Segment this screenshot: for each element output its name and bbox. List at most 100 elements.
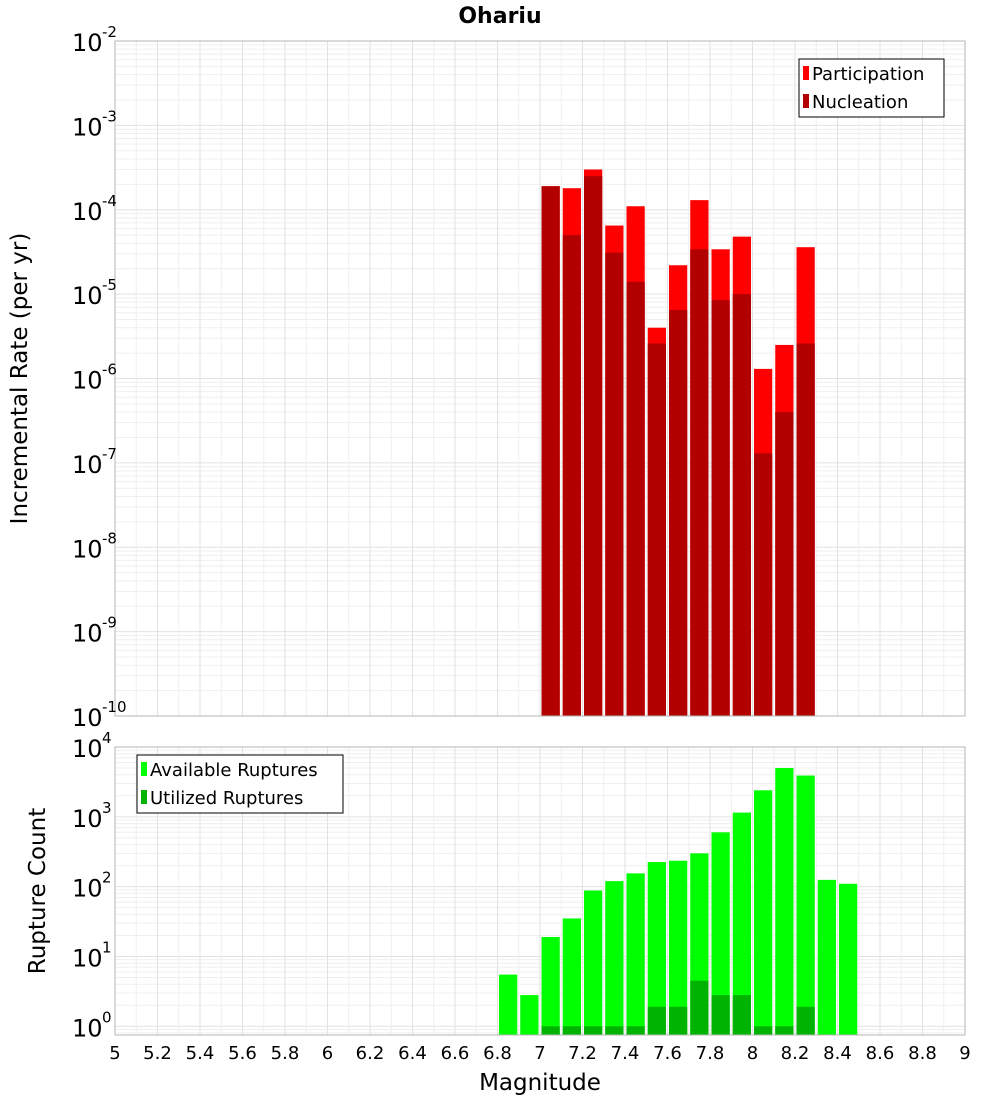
bar-utilized-ruptures: [541, 1026, 560, 1035]
legend-label: Nucleation: [812, 92, 908, 113]
bar-utilized-ruptures: [711, 995, 730, 1035]
legend: Available Ruptures Utilized Ruptures: [136, 754, 344, 814]
legend-swatch: [141, 762, 147, 776]
bar-nucleation: [605, 252, 624, 716]
y-tick-label: 10 -7: [72, 445, 117, 479]
bar-nucleation: [732, 294, 751, 716]
x-tick-label: 8.4: [823, 1043, 852, 1064]
bar-utilized-ruptures: [669, 1006, 688, 1035]
y-tick-label: 10 -10: [72, 698, 127, 732]
bar-nucleation: [796, 343, 815, 716]
bar-available-ruptures: [605, 881, 624, 1035]
y-tick-exponent: -4: [102, 192, 117, 210]
y-tick-exponent: -5: [102, 276, 117, 294]
bar-nucleation: [754, 453, 773, 716]
y-tick-base: 10: [72, 620, 103, 648]
bar-nucleation: [711, 300, 730, 716]
bar-utilized-ruptures: [626, 1026, 645, 1035]
bar-available-ruptures: [562, 918, 581, 1035]
y-tick-exponent: -6: [102, 361, 117, 379]
legend-box: [136, 754, 344, 814]
y-tick-exponent: -3: [102, 107, 117, 125]
bar-utilized-ruptures: [647, 1006, 666, 1035]
y-tick-base: 10: [72, 198, 103, 226]
y-tick-label: 10 -2: [72, 23, 117, 57]
bar-utilized-ruptures: [732, 995, 751, 1035]
legend-swatch: [803, 94, 809, 108]
legend-swatch: [141, 790, 147, 804]
x-tick-label: 7.2: [568, 1043, 597, 1064]
y-tick-label: 10 -6: [72, 361, 117, 395]
bar-available-ruptures: [647, 862, 666, 1035]
y-tick-label: 10 0: [72, 1008, 112, 1042]
bar-utilized-ruptures: [562, 1026, 581, 1035]
bar-available-ruptures: [584, 890, 603, 1035]
bar-utilized-ruptures: [775, 1026, 794, 1035]
bar-nucleation: [584, 176, 603, 716]
bar-available-ruptures: [499, 974, 518, 1035]
y-tick-exponent: 3: [102, 799, 112, 817]
bar-utilized-ruptures: [605, 1026, 624, 1035]
x-tick-label: 6.4: [398, 1043, 427, 1064]
legend-label: Utilized Ruptures: [150, 788, 303, 809]
y-tick-label: 10 -4: [72, 192, 117, 226]
x-tick-labels: 5 5.2 5.4 5.6 5.8 6 6.2 6.4 6.6 6.8 7 7.2 7.4 7.6 7.8 8…: [109, 1043, 970, 1064]
plot-border: [114, 40, 966, 717]
y-tick-label: 10 -9: [72, 614, 117, 648]
y-axis-label: Rupture Count: [25, 808, 51, 974]
y-tick-base: 10: [72, 1014, 103, 1042]
y-tick-label: 10 2: [72, 869, 112, 903]
x-tick-label: 8.6: [866, 1043, 895, 1064]
y-tick-exponent: 4: [102, 729, 112, 747]
y-tick-base: 10: [72, 735, 103, 763]
bar-nucleation: [626, 281, 645, 716]
x-tick-label: 8.2: [781, 1043, 810, 1064]
bar-nucleation: [775, 412, 794, 716]
x-tick-label: 6.6: [441, 1043, 470, 1064]
y-tick-label: 10 1: [72, 938, 112, 972]
bar-utilized-ruptures: [754, 1026, 773, 1035]
y-tick-base: 10: [72, 704, 103, 732]
bars: [499, 768, 858, 1035]
y-tick-exponent: -10: [102, 698, 127, 716]
x-tick-label: 6.8: [483, 1043, 512, 1064]
y-tick-base: 10: [72, 113, 103, 141]
x-tick-label: 9: [959, 1043, 970, 1064]
x-tick-label: 8: [747, 1043, 758, 1064]
bar-available-ruptures: [669, 860, 688, 1035]
bar-available-ruptures: [796, 775, 815, 1035]
x-axis-label: Magnitude: [479, 1070, 601, 1096]
x-tick-label: 5.2: [143, 1043, 172, 1064]
y-tick-exponent: 0: [102, 1008, 112, 1026]
bars: [541, 169, 815, 717]
bar-nucleation: [562, 235, 581, 716]
y-tick-label: 10 -8: [72, 529, 117, 563]
y-tick-base: 10: [72, 535, 103, 563]
x-tick-label: 7.4: [611, 1043, 640, 1064]
bar-nucleation: [647, 343, 666, 716]
y-tick-label: 10 -3: [72, 107, 117, 141]
bar-available-ruptures: [839, 883, 858, 1035]
y-tick-exponent: -9: [102, 614, 117, 632]
y-tick-base: 10: [72, 29, 103, 57]
x-tick-label: 6: [322, 1043, 333, 1064]
x-tick-label: 5.6: [228, 1043, 257, 1064]
x-tick-label: 6.2: [356, 1043, 385, 1064]
plot-border: [114, 746, 966, 1036]
x-tick-label: 7.6: [653, 1043, 682, 1064]
bar-available-ruptures: [775, 768, 794, 1035]
bar-utilized-ruptures: [690, 980, 709, 1035]
y-tick-exponent: 1: [102, 938, 112, 956]
x-tick-label: 7: [534, 1043, 545, 1064]
bar-available-ruptures: [541, 936, 560, 1035]
bar-nucleation: [669, 309, 688, 716]
y-tick-base: 10: [72, 282, 103, 310]
legend: Participation Nucleation: [798, 58, 945, 118]
y-axis-label: Incremental Rate (per yr): [7, 233, 33, 525]
x-tick-label: 5.8: [271, 1043, 300, 1064]
legend-label: Available Ruptures: [150, 760, 318, 781]
